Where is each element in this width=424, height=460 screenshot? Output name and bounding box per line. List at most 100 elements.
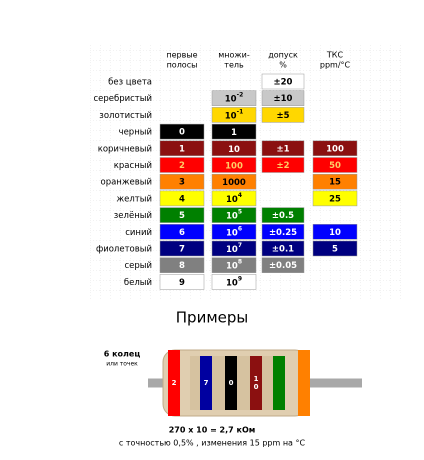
- cell-value: 1000: [222, 178, 246, 188]
- resistor-band: [298, 350, 310, 416]
- color-cell: [312, 157, 358, 173]
- multiplier-exponent: -2: [237, 91, 244, 98]
- cell-value: 2: [179, 161, 185, 171]
- cell-value: 10-1: [225, 108, 244, 121]
- cell-value: 5: [332, 245, 338, 255]
- color-cell: [211, 173, 257, 190]
- cell-value: 3: [179, 178, 185, 188]
- resistor-band: [250, 356, 262, 410]
- formula: 270 x 10 = 2,7 кОм: [169, 426, 256, 435]
- multiplier-base: 1000: [222, 178, 246, 188]
- row-name: золотистый: [99, 111, 152, 121]
- cell-value: 105: [226, 208, 242, 221]
- cell-value: 1: [179, 144, 185, 154]
- color-cell: [211, 140, 257, 157]
- cell-value: 109: [226, 275, 242, 288]
- color-cell: [312, 224, 358, 240]
- row-name: серебристый: [93, 94, 152, 104]
- cell-value: ±2: [276, 161, 289, 171]
- color-cell: [211, 107, 257, 123]
- color-cell: [159, 224, 205, 240]
- color-cell: [261, 157, 305, 173]
- multiplier-base: 10: [225, 94, 237, 104]
- color-cell: [261, 90, 305, 106]
- row-name: синий: [125, 228, 152, 238]
- cell-value: 4: [179, 194, 185, 204]
- band-label: 0: [254, 383, 259, 391]
- resistor-band: [225, 356, 237, 410]
- formula-note: с точностью 0,5% , изменения 15 ppm на °…: [119, 439, 306, 448]
- multiplier-exponent: 5: [238, 208, 242, 215]
- rings-note: или точек: [106, 361, 138, 368]
- resistor-band: [200, 356, 212, 410]
- color-cell: [211, 274, 257, 290]
- color-cell: [312, 240, 358, 257]
- multiplier-base: 10: [226, 261, 238, 271]
- cell-value: ±20: [274, 78, 293, 88]
- resistor-band: [168, 350, 180, 416]
- multiplier-base: 10: [226, 278, 238, 288]
- cell-value: 106: [226, 225, 242, 238]
- color-cell: [159, 274, 205, 290]
- color-cell: [159, 190, 205, 207]
- color-cell: [261, 257, 305, 273]
- multiplier-base: 10: [226, 245, 238, 255]
- color-cell: [159, 123, 205, 140]
- band-label: 7: [204, 379, 209, 387]
- rings-label: 6 колец: [104, 350, 141, 359]
- multiplier-base: 10: [226, 211, 238, 221]
- column-header: множи-: [218, 51, 250, 60]
- color-cell: [159, 257, 205, 273]
- cell-value: 7: [179, 245, 185, 255]
- color-cell: [261, 140, 305, 157]
- cell-value: ±0.1: [272, 245, 294, 255]
- row-name: желтый: [116, 194, 152, 204]
- color-cell: [261, 73, 305, 90]
- cell-value: 9: [179, 278, 185, 288]
- color-cell: [211, 224, 257, 240]
- multiplier-base: 1: [231, 128, 237, 138]
- column-header: ТКС: [326, 51, 344, 60]
- color-cell: [261, 224, 305, 240]
- color-cell: [312, 140, 358, 157]
- color-cell: [261, 107, 305, 123]
- multiplier-exponent: -1: [237, 108, 244, 115]
- color-cell: [312, 190, 358, 207]
- row-name: черный: [119, 128, 152, 138]
- resistor-band: [273, 356, 285, 410]
- color-cell: [159, 207, 205, 223]
- cell-value: ±5: [276, 111, 289, 121]
- band-label: 1: [254, 375, 259, 383]
- multiplier-exponent: 7: [238, 242, 242, 249]
- multiplier-base: 10: [226, 228, 238, 238]
- cell-value: 10: [329, 228, 341, 238]
- cell-value: ±1: [276, 144, 289, 154]
- color-cell: [211, 240, 257, 257]
- multiplier-exponent: 8: [238, 258, 242, 265]
- cell-value: 6: [179, 228, 185, 238]
- color-cell: [159, 240, 205, 257]
- cell-value: 5: [179, 211, 185, 221]
- cell-value: 25: [329, 194, 341, 204]
- cell-value: 108: [226, 258, 242, 271]
- multiplier-base: 10: [226, 194, 238, 204]
- band-label: 0: [229, 379, 234, 387]
- band-label: 2: [172, 379, 177, 387]
- cell-value: ±0.05: [269, 261, 297, 271]
- multiplier-exponent: 6: [238, 225, 242, 232]
- multiplier-exponent: 9: [238, 275, 242, 282]
- cell-value: 100: [225, 161, 243, 171]
- color-cell: [211, 123, 257, 140]
- cell-value: ±10: [274, 94, 293, 104]
- row-name: белый: [124, 278, 152, 288]
- column-header: тель: [224, 61, 244, 70]
- row-name: красный: [114, 161, 152, 171]
- column-header: ppm/°C: [320, 61, 351, 70]
- color-cell: [211, 157, 257, 173]
- column-header: полосы: [167, 61, 198, 70]
- color-cell: [261, 240, 305, 257]
- multiplier-base: 10: [228, 144, 240, 154]
- example-title: Примеры: [176, 309, 248, 327]
- row-name: серый: [124, 261, 152, 271]
